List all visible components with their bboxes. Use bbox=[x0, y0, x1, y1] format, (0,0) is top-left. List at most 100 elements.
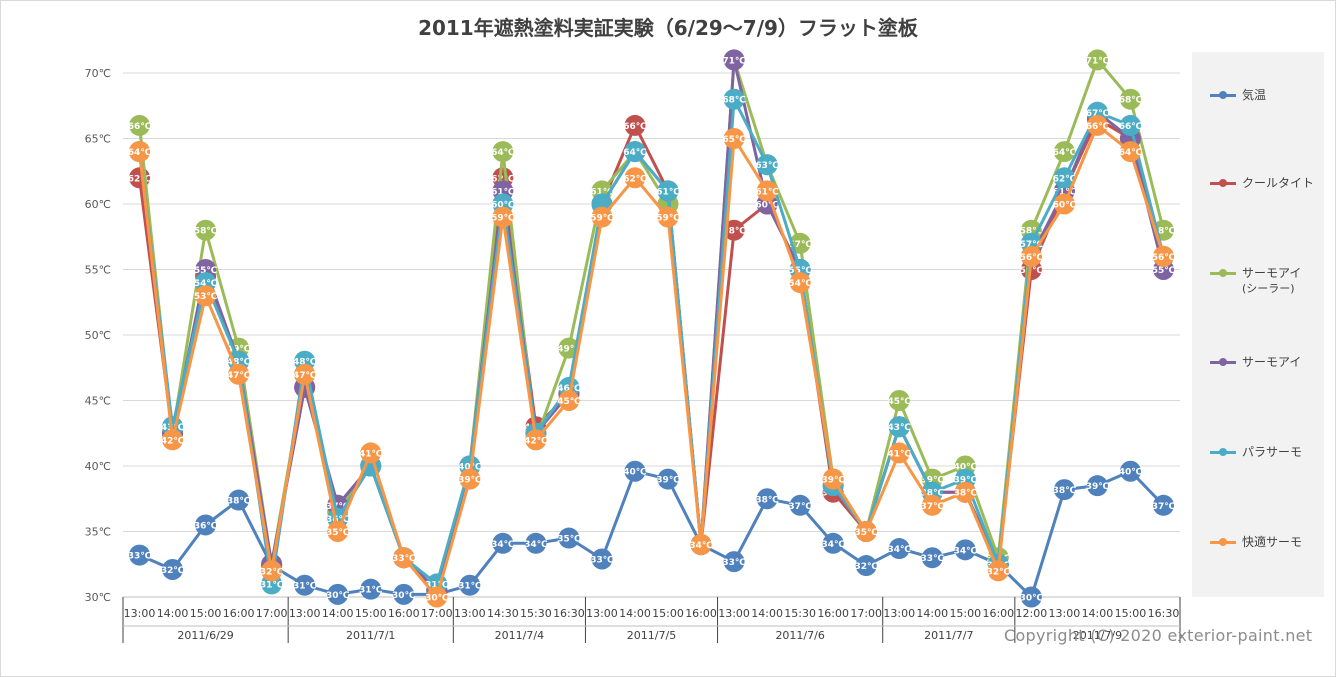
x-tick-label: 16:00 bbox=[685, 607, 717, 620]
data-label: 57℃ bbox=[1020, 240, 1044, 250]
data-point bbox=[888, 538, 910, 560]
data-label: 40℃ bbox=[1119, 468, 1143, 478]
legend-label-main: サーモアイ bbox=[1242, 266, 1302, 280]
data-label: 34℃ bbox=[524, 540, 548, 550]
data-label: 33℃ bbox=[392, 554, 416, 564]
x-tick-label: 13:00 bbox=[124, 607, 156, 620]
y-tick-label: 65℃ bbox=[85, 133, 111, 146]
data-point bbox=[624, 114, 646, 136]
x-tick-label: 15:00 bbox=[190, 607, 222, 620]
series-line bbox=[138, 58, 1165, 592]
group-label: 2011/6/29 bbox=[177, 629, 233, 642]
legend-swatch bbox=[1210, 538, 1236, 546]
data-point bbox=[624, 167, 646, 189]
x-tick-label: 17:00 bbox=[850, 607, 882, 620]
data-point bbox=[1152, 494, 1174, 516]
data-label: 39℃ bbox=[458, 476, 482, 486]
legend-swatch bbox=[1210, 448, 1236, 456]
data-label: 55℃ bbox=[788, 266, 812, 276]
data-point bbox=[888, 416, 910, 438]
data-label: 58℃ bbox=[194, 227, 218, 237]
data-label: 47℃ bbox=[293, 371, 317, 381]
group-label: 2011/7/4 bbox=[495, 629, 544, 642]
data-label: 61℃ bbox=[1053, 187, 1077, 197]
data-label: 54℃ bbox=[788, 279, 812, 289]
data-label: 37℃ bbox=[326, 502, 350, 512]
data-point bbox=[558, 527, 580, 549]
data-point bbox=[690, 534, 712, 556]
data-point bbox=[492, 141, 514, 163]
data-label: 48℃ bbox=[227, 358, 251, 368]
y-tick-label: 35℃ bbox=[85, 526, 111, 539]
data-label: 34℃ bbox=[954, 546, 978, 556]
data-label: 38℃ bbox=[755, 495, 779, 505]
data-point bbox=[1086, 475, 1108, 497]
data-label: 58℃ bbox=[1020, 227, 1044, 237]
group-label: 2011/7/6 bbox=[775, 629, 824, 642]
data-point bbox=[294, 363, 316, 385]
data-point bbox=[1020, 245, 1042, 267]
data-label: 48℃ bbox=[293, 358, 317, 368]
data-point bbox=[1053, 193, 1075, 215]
group-label: 2011/7/5 bbox=[627, 629, 676, 642]
data-label: 35℃ bbox=[557, 535, 581, 545]
x-tick-label: 16:00 bbox=[982, 607, 1014, 620]
data-point bbox=[492, 532, 514, 554]
data-label: 66℃ bbox=[128, 122, 152, 132]
data-point bbox=[756, 488, 778, 510]
x-tick-label: 16:30 bbox=[553, 607, 585, 620]
data-label: 66℃ bbox=[623, 122, 647, 132]
data-label: 30℃ bbox=[425, 594, 449, 604]
y-tick-label: 30℃ bbox=[85, 591, 111, 604]
data-label: 66℃ bbox=[1086, 122, 1110, 132]
y-tick-label: 60℃ bbox=[85, 198, 111, 211]
data-point bbox=[393, 547, 415, 569]
data-point bbox=[129, 141, 151, 163]
data-label: 37℃ bbox=[921, 502, 945, 512]
data-label: 61℃ bbox=[590, 187, 614, 197]
data-label: 31℃ bbox=[425, 580, 449, 590]
data-label: 30℃ bbox=[392, 591, 416, 601]
data-label: 59℃ bbox=[590, 214, 614, 224]
data-label: 33℃ bbox=[128, 552, 152, 562]
legend-label: クールタイト bbox=[1242, 176, 1315, 190]
data-point bbox=[360, 578, 382, 600]
data-label: 59℃ bbox=[491, 214, 515, 224]
data-label: 31℃ bbox=[458, 582, 482, 592]
data-label: 54℃ bbox=[194, 279, 218, 289]
data-label: 59℃ bbox=[656, 214, 680, 224]
data-point bbox=[129, 544, 151, 566]
data-label: 49℃ bbox=[227, 345, 251, 355]
data-point bbox=[1119, 460, 1141, 482]
data-label: 71℃ bbox=[722, 56, 746, 66]
data-label: 41℃ bbox=[888, 449, 912, 459]
x-axis: 13:00 14:00 15:00 16:00 17:00 13:00 14:00 15:00… bbox=[122, 597, 1181, 643]
data-point bbox=[195, 219, 217, 241]
data-point bbox=[723, 128, 745, 149]
data-label: 30℃ bbox=[326, 591, 350, 601]
data-point bbox=[921, 494, 943, 516]
x-tick-label: 16:00 bbox=[817, 607, 849, 620]
data-label: 39℃ bbox=[821, 476, 845, 486]
legend-label: 快適サーモ bbox=[1242, 535, 1303, 549]
x-tick-label: 13:00 bbox=[883, 607, 915, 620]
data-point bbox=[624, 460, 646, 482]
x-tick-label: 14:00 bbox=[1082, 607, 1114, 620]
data-label: 30℃ bbox=[1020, 594, 1044, 604]
data-point bbox=[129, 114, 151, 136]
group-label: 2011/7/9 bbox=[1073, 629, 1122, 642]
legend-label-sub: (シーラー) bbox=[1242, 282, 1295, 295]
x-tick-label: 15:00 bbox=[1115, 607, 1147, 620]
series-4: 43℃ 54℃ 48℃ 31℃ 48℃ 36℃ 31℃ 40℃ 60℃ 46℃ 64℃ 61℃ 68℃ 6… bbox=[129, 88, 1175, 595]
data-point bbox=[228, 489, 250, 511]
x-tick-label: 14:00 bbox=[751, 607, 783, 620]
series-lines: 33℃32℃36℃38℃31℃30℃31℃30℃31℃34℃ 34℃35℃33℃4… bbox=[128, 49, 1175, 608]
data-label: 61℃ bbox=[656, 187, 680, 197]
data-point bbox=[657, 468, 679, 490]
data-point bbox=[1086, 114, 1108, 136]
gridlines bbox=[123, 72, 1180, 598]
x-tick-label: 15:00 bbox=[652, 607, 684, 620]
data-point bbox=[1119, 141, 1141, 163]
data-label: 34℃ bbox=[888, 545, 912, 555]
data-label: 55℃ bbox=[1020, 266, 1044, 276]
